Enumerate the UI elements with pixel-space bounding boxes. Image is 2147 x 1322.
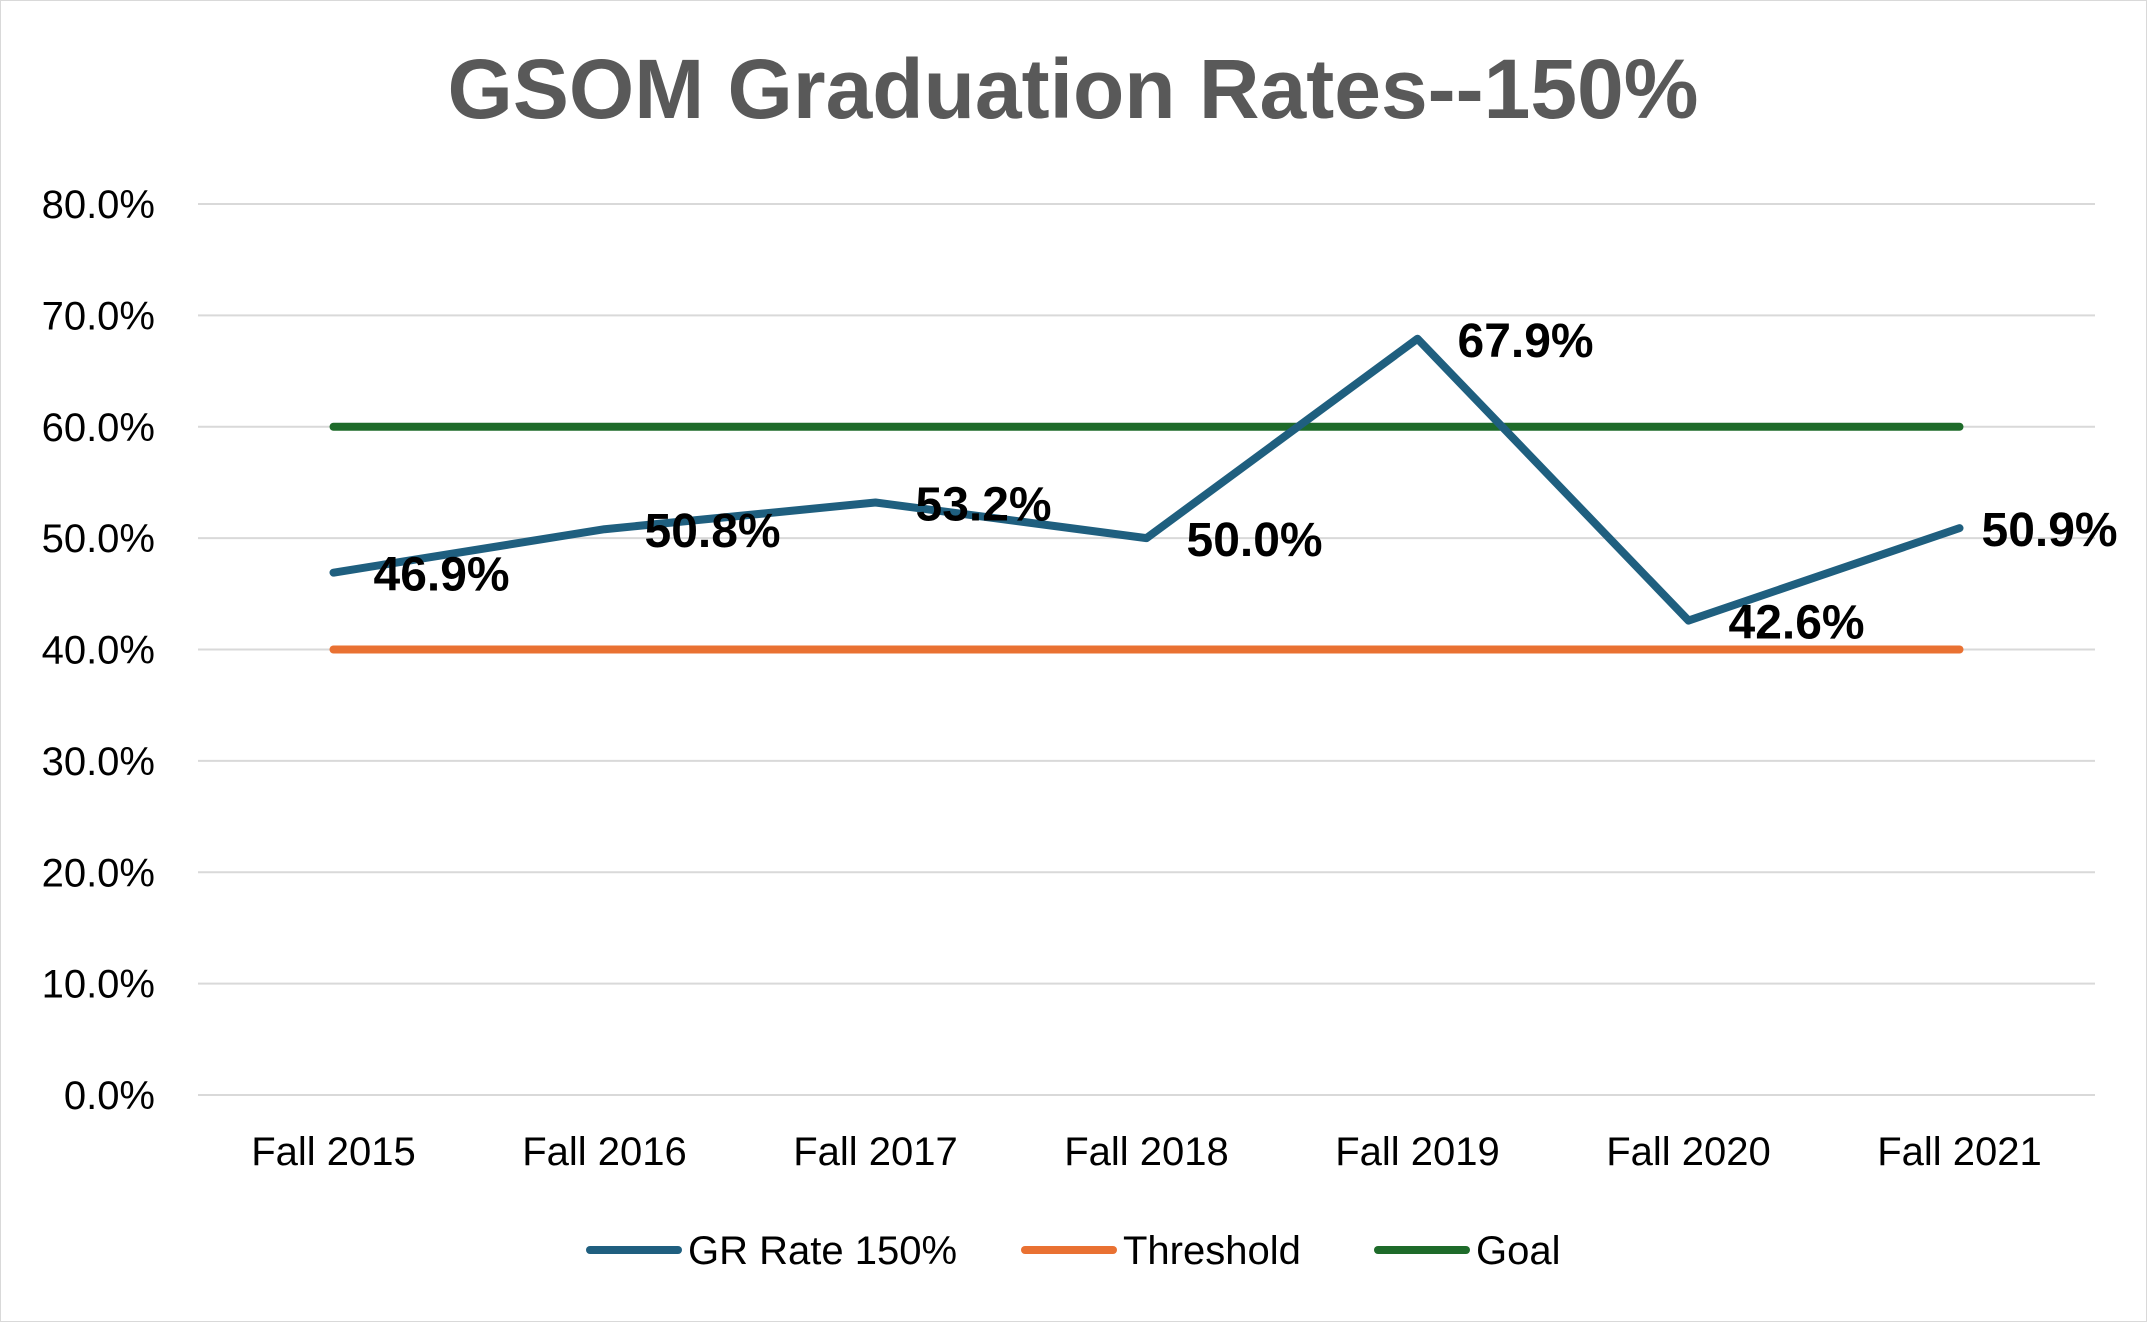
- data-label: 46.9%: [374, 549, 510, 602]
- data-label: 50.0%: [1187, 514, 1323, 567]
- x-tick-label: Fall 2020: [1606, 1130, 1771, 1174]
- data-label: 50.9%: [1982, 504, 2118, 557]
- legend-label: Threshold: [1123, 1229, 1301, 1273]
- chart-title: GSOM Graduation Rates--150%: [448, 42, 1699, 136]
- data-labels: 46.9% 50.8% 53.2% 50.0% 67.9% 42.6% 50.9%: [374, 315, 2118, 650]
- y-tick-label: 70.0%: [42, 294, 155, 338]
- y-tick-label: 60.0%: [42, 406, 155, 450]
- y-tick-label: 10.0%: [42, 963, 155, 1007]
- legend: GR Rate 150% Threshold Goal: [586, 1229, 1561, 1273]
- series-lines: [329, 334, 1964, 654]
- legend-label: GR Rate 150%: [688, 1229, 957, 1273]
- x-tick-label: Fall 2015: [251, 1130, 416, 1174]
- y-axis-ticks: 0.0% 10.0% 20.0% 30.0% 40.0% 50.0% 60.0% 70.0% 8…: [42, 183, 155, 1118]
- legend-label: Goal: [1476, 1229, 1561, 1273]
- x-axis-ticks: Fall 2015 Fall 2016 Fall 2017 Fall 2018 Fall…: [251, 1130, 2042, 1174]
- x-tick-label: Fall 2018: [1064, 1130, 1229, 1174]
- data-label: 53.2%: [916, 478, 1052, 531]
- y-tick-label: 0.0%: [64, 1074, 155, 1118]
- x-tick-label: Fall 2016: [522, 1130, 687, 1174]
- data-label: 67.9%: [1458, 315, 1594, 368]
- y-tick-label: 40.0%: [42, 629, 155, 673]
- data-label: 42.6%: [1729, 597, 1865, 650]
- y-tick-label: 80.0%: [42, 183, 155, 227]
- x-tick-label: Fall 2021: [1877, 1130, 2042, 1174]
- y-tick-label: 50.0%: [42, 517, 155, 561]
- y-tick-label: 30.0%: [42, 740, 155, 784]
- y-tick-label: 20.0%: [42, 851, 155, 895]
- series-line: [329, 334, 1964, 625]
- data-label: 50.8%: [645, 505, 781, 558]
- x-tick-label: Fall 2019: [1335, 1130, 1500, 1174]
- x-tick-label: Fall 2017: [793, 1130, 958, 1174]
